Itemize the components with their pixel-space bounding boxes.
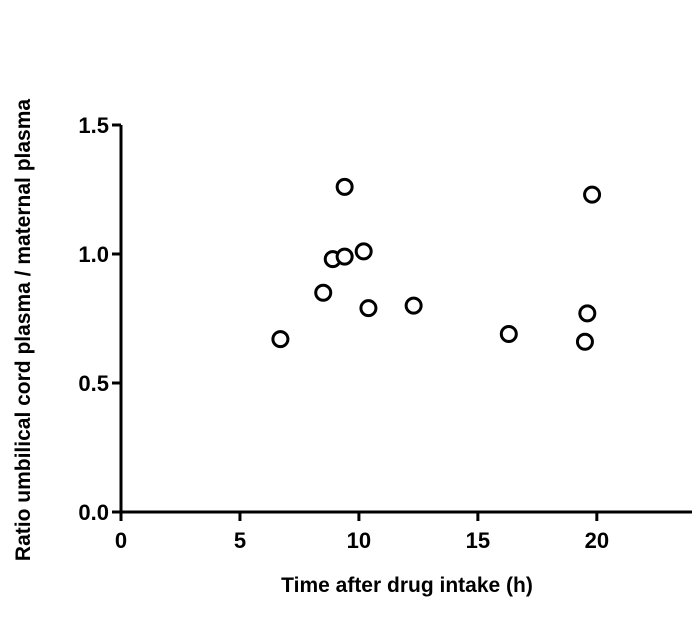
y-tick-label: 0.0	[78, 500, 109, 525]
y-axis-title: Ratio umbilical cord plasma / maternal p…	[12, 99, 35, 561]
data-point	[271, 330, 290, 349]
data-point	[578, 304, 597, 323]
x-tick-label: 15	[466, 528, 490, 553]
data-point	[499, 324, 518, 343]
y-tick-label: 1.5	[78, 113, 109, 138]
data-point	[354, 242, 373, 261]
data-point	[404, 296, 423, 315]
x-axis: 0 5 10 15 20	[115, 510, 692, 553]
y-tick-label: 1.0	[78, 242, 109, 267]
data-point	[314, 283, 333, 302]
data-point	[575, 332, 594, 351]
y-axis: 0.0 0.5 1.0 1.5	[78, 113, 123, 525]
data-point	[583, 185, 602, 204]
y-tick-label: 0.5	[78, 371, 109, 396]
x-axis-title: Time after drug intake (h)	[281, 574, 533, 597]
x-tick-label: 10	[347, 528, 371, 553]
data-points	[271, 177, 602, 351]
data-point	[335, 247, 354, 266]
data-point	[359, 299, 378, 318]
x-tick-label: 20	[585, 528, 609, 553]
x-tick-label: 0	[115, 528, 127, 553]
data-point	[335, 177, 354, 196]
x-tick-label: 5	[234, 528, 246, 553]
